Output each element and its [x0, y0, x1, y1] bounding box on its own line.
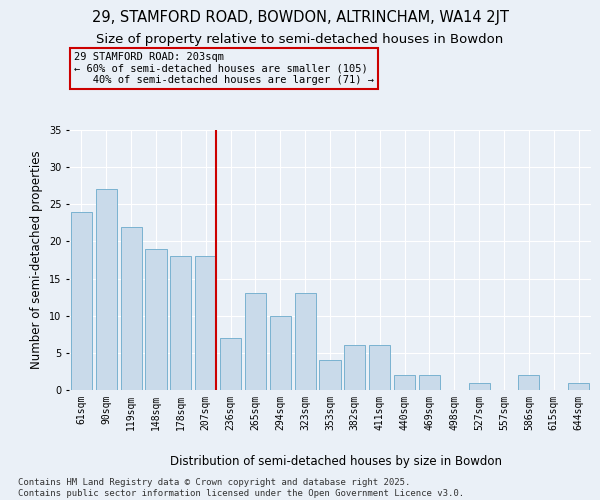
Text: 29 STAMFORD ROAD: 203sqm
← 60% of semi-detached houses are smaller (105)
   40% : 29 STAMFORD ROAD: 203sqm ← 60% of semi-d… [74, 52, 374, 85]
Bar [568, 382, 589, 390]
Bar [170, 256, 191, 390]
Bar [344, 346, 365, 390]
Bar [121, 226, 142, 390]
Bar [220, 338, 241, 390]
Bar [195, 256, 216, 390]
Bar [394, 375, 415, 390]
Bar [419, 375, 440, 390]
Bar [369, 346, 390, 390]
Text: Contains HM Land Registry data © Crown copyright and database right 2025.
Contai: Contains HM Land Registry data © Crown c… [18, 478, 464, 498]
Text: Distribution of semi-detached houses by size in Bowdon: Distribution of semi-detached houses by … [170, 454, 502, 468]
Bar [270, 316, 291, 390]
Bar [145, 249, 167, 390]
Bar [319, 360, 341, 390]
Text: Size of property relative to semi-detached houses in Bowdon: Size of property relative to semi-detach… [97, 32, 503, 46]
Bar [518, 375, 539, 390]
Bar [245, 294, 266, 390]
Bar [71, 212, 92, 390]
Bar [295, 294, 316, 390]
Bar [469, 382, 490, 390]
Text: 29, STAMFORD ROAD, BOWDON, ALTRINCHAM, WA14 2JT: 29, STAMFORD ROAD, BOWDON, ALTRINCHAM, W… [91, 10, 509, 25]
Bar [96, 190, 117, 390]
Y-axis label: Number of semi-detached properties: Number of semi-detached properties [31, 150, 43, 370]
